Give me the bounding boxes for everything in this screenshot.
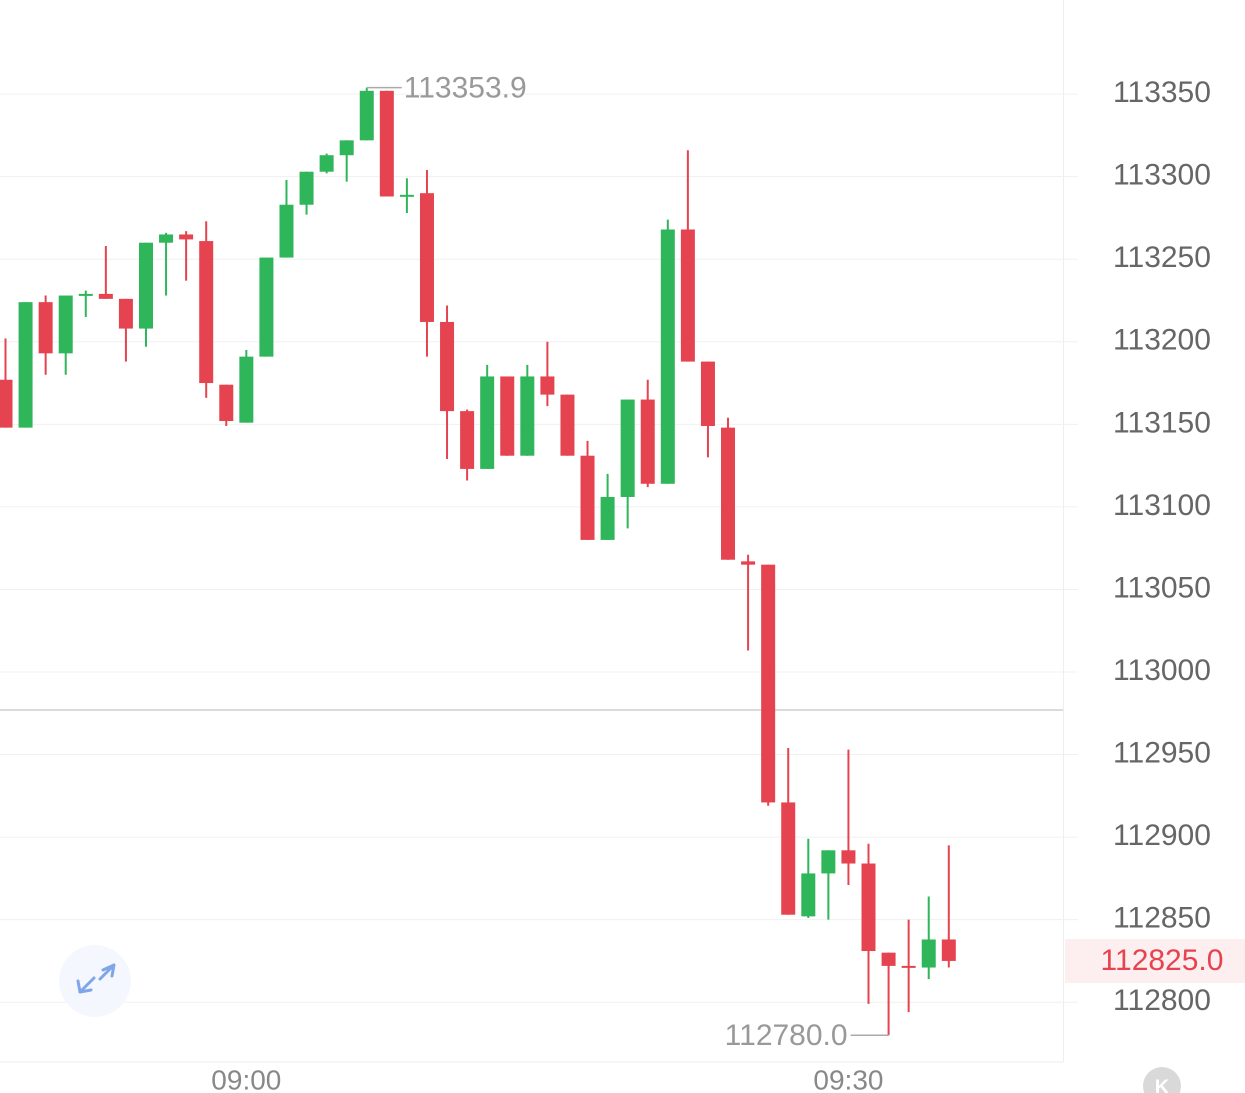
- candle-body: [460, 411, 475, 469]
- y-tick-label: 113050: [1113, 571, 1211, 604]
- candle-body: [620, 399, 635, 497]
- y-tick-label: 113200: [1113, 324, 1211, 357]
- candle-body: [359, 90, 374, 141]
- candle-body: [781, 802, 796, 915]
- x-tick-label: 09:00: [211, 1064, 281, 1093]
- expand-button-bg[interactable]: [59, 945, 131, 1017]
- candle-body: [761, 564, 776, 803]
- candle-body: [58, 295, 73, 354]
- candle-body: [941, 939, 956, 961]
- candle-body: [98, 293, 113, 299]
- candle-body: [399, 194, 414, 197]
- max-label: 113353.9: [404, 72, 527, 105]
- y-tick-label: 113250: [1113, 241, 1211, 274]
- candle-body: [419, 193, 434, 322]
- y-tick-label: 113350: [1113, 76, 1211, 109]
- y-tick-label: 112900: [1113, 819, 1211, 852]
- candle-body: [560, 394, 575, 456]
- candle-body: [179, 234, 194, 240]
- candle-body: [219, 384, 234, 422]
- k-button-bg[interactable]: [1143, 1067, 1181, 1093]
- candle-body: [600, 496, 615, 540]
- candle-body: [921, 939, 936, 968]
- candle-body: [440, 321, 455, 412]
- y-tick-label: 112950: [1113, 736, 1211, 769]
- k-button[interactable]: K: [1143, 1067, 1181, 1093]
- candle-body: [520, 376, 535, 456]
- y-tick-label: 113000: [1113, 654, 1211, 687]
- candle-body: [18, 302, 33, 428]
- candle-body: [38, 302, 53, 354]
- candle-body: [901, 965, 916, 968]
- candle-body: [640, 399, 655, 484]
- candle-body: [339, 140, 354, 156]
- min-label: 112780.0: [725, 1019, 848, 1052]
- candle-body: [741, 561, 756, 565]
- x-tick-label: 09:30: [813, 1064, 883, 1093]
- candle-body: [118, 298, 133, 329]
- candle-body: [841, 850, 856, 864]
- candle-body: [680, 229, 695, 362]
- last-price-label: 112825.0: [1101, 944, 1224, 977]
- candle-body: [580, 455, 595, 540]
- candle-body: [0, 379, 13, 428]
- y-tick-label: 113100: [1113, 489, 1211, 522]
- y-tick-label: 113150: [1113, 406, 1211, 439]
- candle-body: [801, 873, 816, 917]
- candle-body: [239, 356, 254, 423]
- y-tick-label: 113300: [1113, 159, 1211, 192]
- expand-icon[interactable]: [76, 963, 116, 994]
- candle-body: [299, 171, 314, 205]
- candle-body: [861, 863, 876, 952]
- candle-body: [319, 155, 334, 172]
- candle-body: [199, 241, 214, 384]
- candle-body: [138, 242, 153, 329]
- candle-body: [721, 427, 736, 560]
- k-button-label[interactable]: K: [1155, 1076, 1170, 1093]
- expand-button[interactable]: [59, 945, 131, 1017]
- candle-body: [540, 376, 555, 395]
- candle-body: [480, 376, 495, 469]
- candle-body: [279, 204, 294, 258]
- candle-body: [500, 376, 515, 456]
- candle-body: [660, 229, 675, 484]
- candle-body: [700, 361, 715, 426]
- candle-body: [821, 850, 836, 874]
- candle-body: [881, 952, 896, 966]
- candle-body: [259, 257, 274, 357]
- last-price-box: [1065, 938, 1245, 983]
- y-tick-label: 112800: [1113, 984, 1211, 1017]
- candle-body: [78, 293, 93, 296]
- candle-body: [159, 234, 174, 243]
- y-tick-label: 112850: [1113, 902, 1211, 935]
- candle-body: [379, 90, 394, 197]
